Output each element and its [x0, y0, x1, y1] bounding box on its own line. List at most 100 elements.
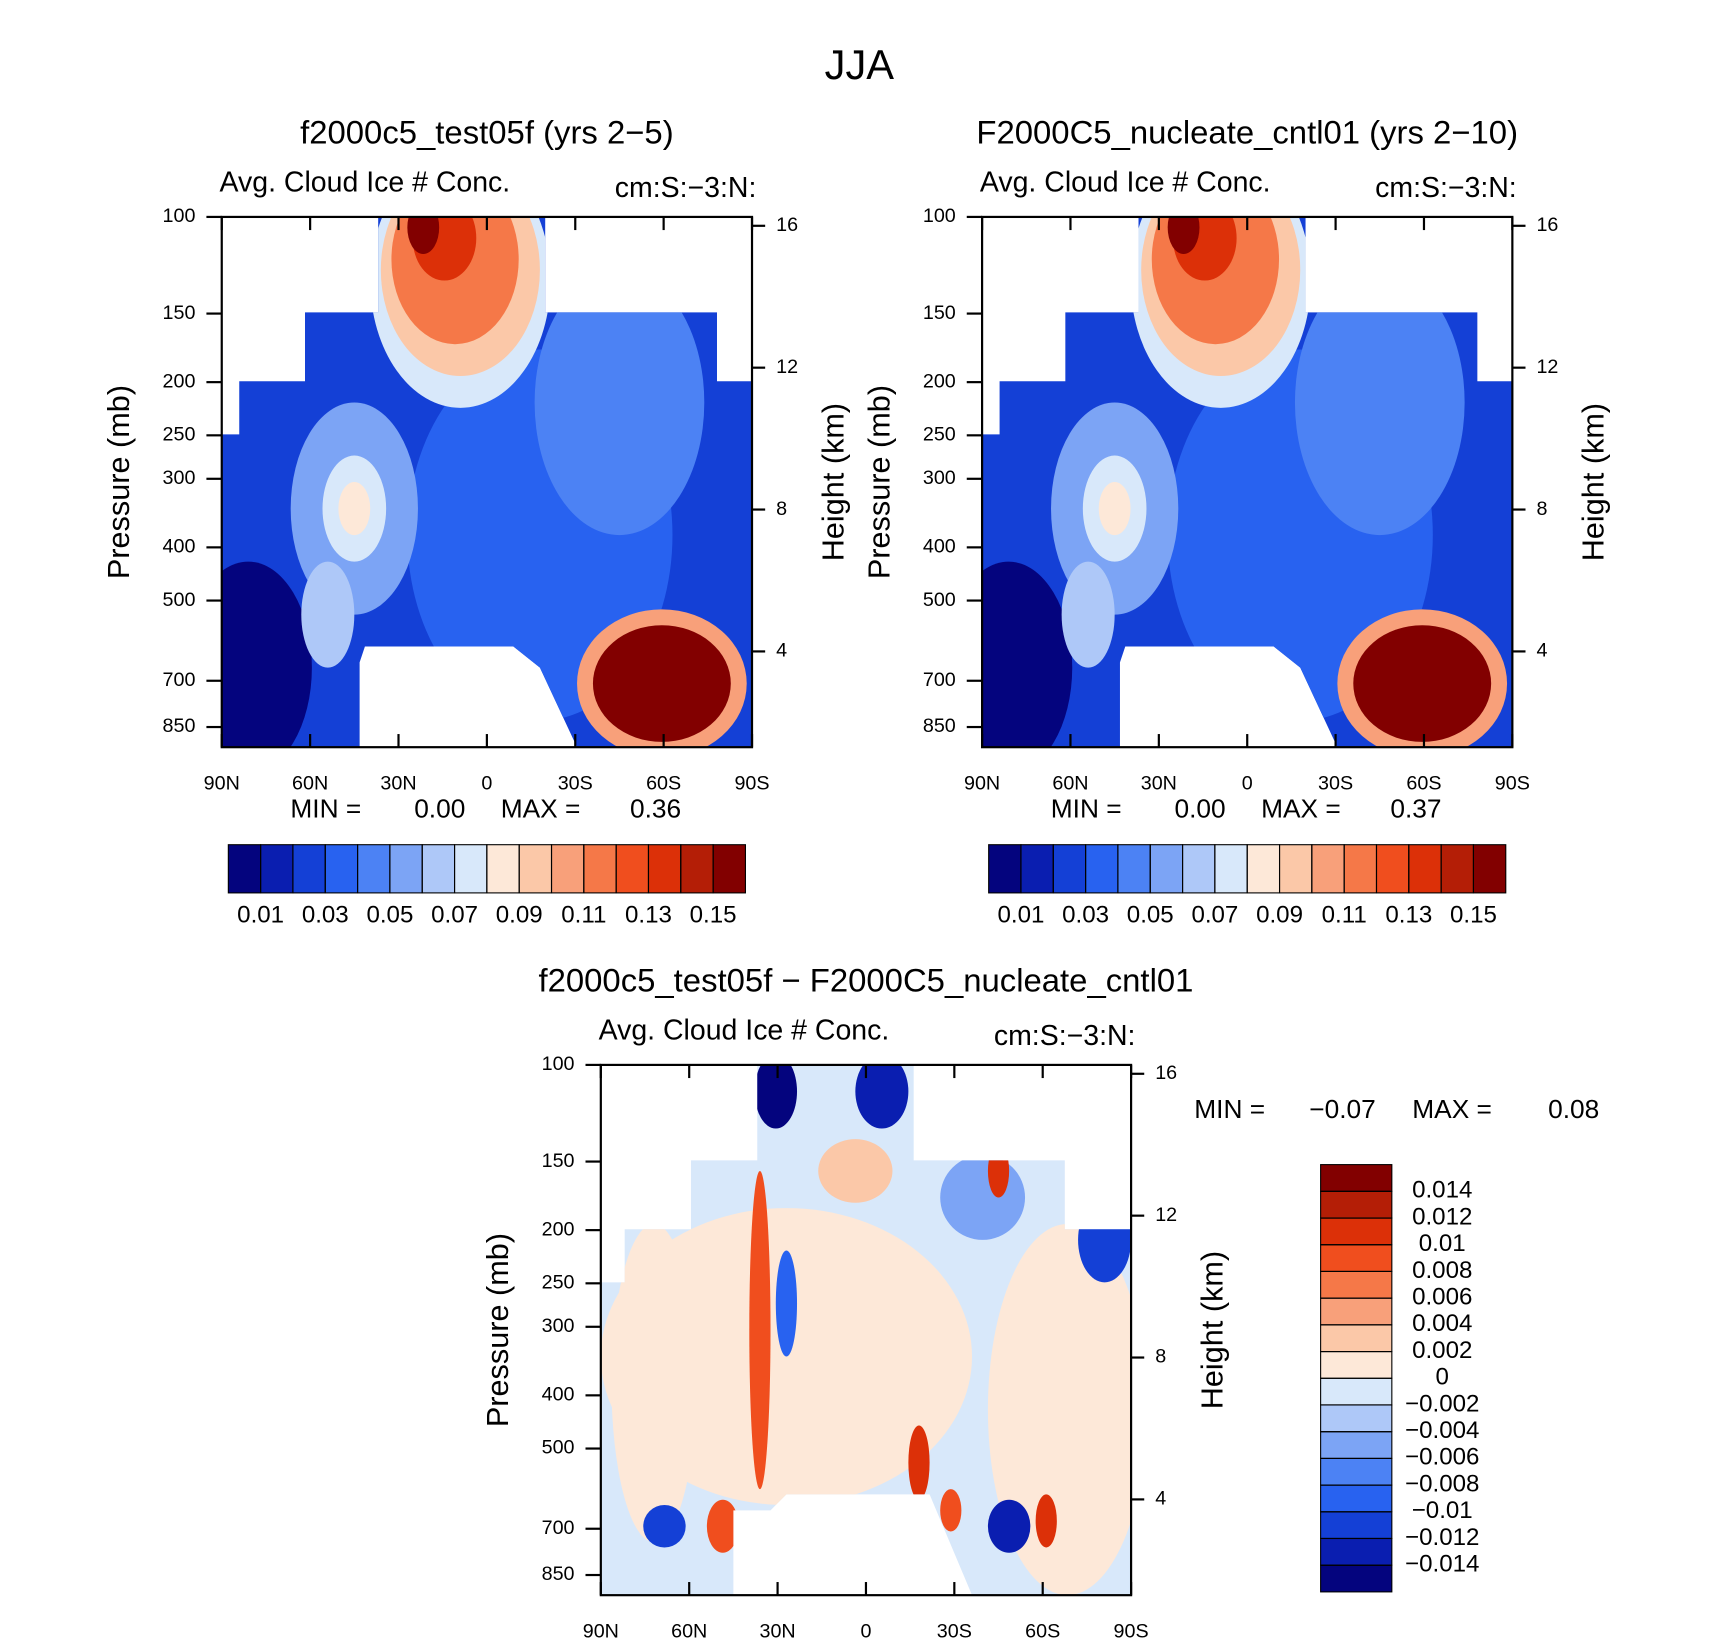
- subtitle: Avg. Cloud Ice # Conc.: [599, 1015, 890, 1047]
- colorbar-box: [1320, 1404, 1393, 1433]
- colorbar-label: 0.11: [561, 901, 606, 928]
- stat-name: MAX =: [1261, 794, 1341, 824]
- y-tick-label: 700: [923, 669, 956, 691]
- colorbar-label: −0.01: [1412, 1497, 1473, 1524]
- y-tick-label: 700: [163, 669, 196, 691]
- contour-fill: [301, 561, 355, 668]
- panel-title: f2000c5_test05f (yrs 2−5): [300, 113, 674, 150]
- stat-value: 0.00: [414, 794, 465, 824]
- contour-field: [600, 1064, 1132, 1596]
- colorbar-box: [1320, 1377, 1393, 1406]
- colorbar-box: [486, 844, 520, 894]
- colorbar-box: [1117, 844, 1151, 894]
- panel-title: F2000C5_nucleate_cntl01 (yrs 2−10): [976, 113, 1518, 150]
- contour-fill: [611, 1223, 697, 1543]
- colorbar-label: −0.006: [1405, 1444, 1479, 1471]
- colorbar-box: [1320, 1564, 1393, 1593]
- x-tick-label: 60S: [646, 773, 681, 795]
- y-tick-label: 850: [163, 715, 196, 737]
- stat-name: MAX =: [1412, 1094, 1492, 1124]
- contour-fill: [1172, 216, 1237, 281]
- colorbar-label: −0.004: [1405, 1417, 1479, 1444]
- contour-fill: [221, 561, 312, 748]
- contour-fill: [1353, 625, 1492, 742]
- x-tick-label: 90N: [204, 773, 240, 795]
- contour-fill: [534, 269, 705, 536]
- x-tick-label: 60S: [1406, 773, 1441, 795]
- y2-tick-label: 16: [776, 214, 798, 236]
- y2-tick-label: 8: [1536, 498, 1547, 520]
- y-tick-label: 150: [163, 302, 196, 324]
- colorbar-box: [1375, 844, 1410, 894]
- colorbar-label: 0.03: [302, 901, 349, 928]
- colorbar-box: [1149, 844, 1184, 894]
- colorbar-box: [550, 844, 585, 894]
- contour-fill: [1098, 482, 1131, 536]
- colorbar-label: −0.012: [1405, 1524, 1479, 1551]
- figure-title: JJA: [825, 41, 895, 88]
- colorbar-label: 0.01: [998, 901, 1045, 928]
- colorbar-box: [712, 844, 746, 894]
- y-tick-label: 200: [542, 1218, 575, 1240]
- y-tick-label: 300: [923, 467, 956, 489]
- x-tick-label: 60N: [1052, 773, 1088, 795]
- y-tick-label: 250: [923, 424, 956, 446]
- colorbar-label: 0: [1436, 1364, 1449, 1391]
- contour-field: [221, 216, 753, 748]
- colorbar-box: [1020, 844, 1054, 894]
- colorbar-box: [1440, 844, 1475, 894]
- contour-fill: [643, 1505, 686, 1548]
- y2-tick-label: 8: [1155, 1346, 1166, 1368]
- colorbar-box: [1320, 1297, 1393, 1326]
- contour-fill: [818, 1139, 893, 1203]
- y-tick-label: 500: [923, 589, 956, 611]
- contour-fill: [855, 1064, 909, 1129]
- contour-fill: [706, 1499, 739, 1553]
- x-tick-label: 90N: [964, 773, 1000, 795]
- colorbar-box: [1278, 844, 1313, 894]
- colorbar-box: [1320, 1270, 1393, 1299]
- y-tick-label: 250: [163, 424, 196, 446]
- colorbar-box: [615, 844, 650, 894]
- x-tick-label: 30N: [1141, 773, 1177, 795]
- contour-fill: [412, 216, 477, 281]
- colorbar-box: [1472, 844, 1507, 894]
- x-tick-label: 30N: [759, 1621, 795, 1639]
- contour-fill: [338, 482, 371, 536]
- contour-fill: [592, 625, 731, 742]
- x-tick-label: 90S: [1114, 1621, 1149, 1639]
- colorbar-label: 0.15: [690, 901, 737, 928]
- y-tick-label: 400: [163, 536, 196, 558]
- stat-name: MIN =: [1051, 794, 1122, 824]
- y-tick-label: 300: [163, 467, 196, 489]
- y2-axis-title: Height (km): [816, 403, 850, 561]
- y-tick-label: 200: [923, 370, 956, 392]
- contour-fill: [982, 561, 1073, 748]
- x-tick-label: 90S: [1495, 773, 1530, 795]
- colorbar-label: 0.014: [1412, 1177, 1472, 1204]
- contour-fill: [908, 1425, 930, 1500]
- subtitle: Avg. Cloud Ice # Conc.: [220, 167, 511, 199]
- y-tick-label: 200: [163, 370, 196, 392]
- colorbar-box: [260, 844, 294, 894]
- y-tick-label: 300: [542, 1315, 575, 1337]
- colorbar-box: [292, 844, 326, 894]
- colorbar-label: 0.002: [1412, 1337, 1472, 1364]
- contour-fill: [775, 1250, 798, 1357]
- colorbar-box: [988, 844, 1022, 894]
- colorbar-label: 0.09: [1256, 901, 1303, 928]
- stat-value: −0.07: [1309, 1094, 1376, 1124]
- x-tick-label: 30S: [1318, 773, 1353, 795]
- colorbar-box: [1320, 1431, 1393, 1459]
- contour-fill: [1035, 1494, 1057, 1548]
- colorbar-box: [583, 844, 617, 894]
- y-tick-label: 400: [923, 536, 956, 558]
- colorbar-label: −0.008: [1405, 1470, 1479, 1497]
- colorbar-label: 0.012: [1412, 1203, 1472, 1230]
- colorbar-label: 0.09: [496, 901, 543, 928]
- contour-fill: [1078, 1197, 1132, 1283]
- units: cm:S:−3:N:: [994, 1020, 1136, 1052]
- colorbar-label: 0.13: [625, 901, 672, 928]
- y2-tick-label: 16: [1536, 214, 1558, 236]
- contour-fill: [1061, 561, 1115, 668]
